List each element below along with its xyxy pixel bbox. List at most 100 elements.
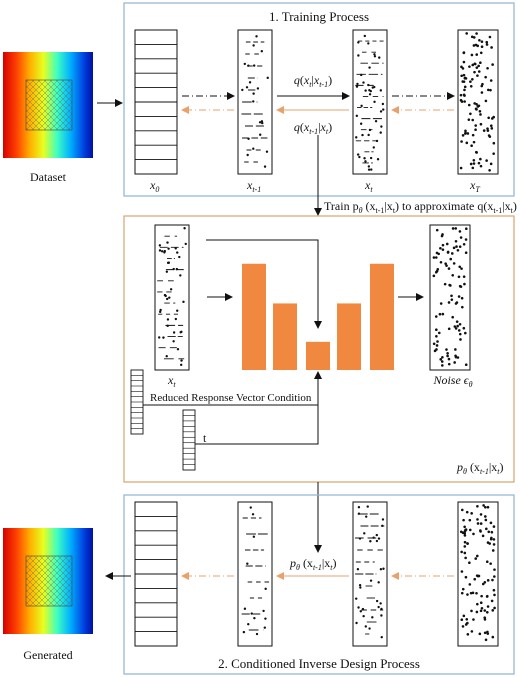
noise-dot (461, 587, 465, 591)
noise-dot (477, 64, 480, 68)
noise-dot (368, 66, 371, 69)
noise-dot (452, 262, 456, 265)
noise-dot (470, 53, 474, 57)
skip-connection-arrow (206, 239, 322, 329)
noise-dot (435, 334, 438, 338)
noise-dot (178, 255, 181, 259)
noise-dot (464, 363, 468, 367)
noise-dot (264, 617, 267, 620)
noise-dot (462, 614, 466, 618)
inference-step-label: pθ (xt-1|xt) (289, 556, 336, 572)
noise-dot (458, 265, 462, 269)
noise-dot (439, 246, 442, 250)
noise-dot (371, 616, 374, 619)
noise-dot (367, 133, 370, 137)
noise-dot (463, 545, 467, 548)
noise-dot (372, 536, 375, 539)
noise-dot (441, 364, 444, 367)
noise-dot (253, 616, 256, 620)
noise-dot (381, 524, 384, 528)
noise-dot (252, 44, 255, 47)
noise-dot (485, 43, 489, 46)
noise-dot (471, 166, 475, 170)
noise-dot (370, 168, 373, 171)
noise-dot (453, 361, 456, 364)
noise-dot (471, 78, 474, 81)
noise-dot (469, 162, 473, 166)
noise-dot (358, 155, 361, 159)
noise-dot (454, 302, 458, 305)
noise-dot (247, 623, 250, 626)
noise-dot (166, 241, 169, 244)
noise-dot (485, 610, 489, 614)
noise-dot (489, 537, 493, 541)
noise-dot (362, 81, 365, 84)
noise-dot (491, 63, 494, 66)
noise-dot (452, 246, 456, 250)
noise-dot (369, 540, 372, 543)
network-input-label: xt (167, 373, 176, 389)
noise-dot (488, 542, 491, 545)
noise-dot (490, 530, 494, 534)
noise-dot (489, 562, 492, 565)
noise-dot (255, 632, 259, 636)
noise-dot (460, 618, 464, 622)
t-arrow (195, 405, 319, 445)
noise-dot (456, 356, 460, 359)
noise-dot (460, 296, 464, 300)
noise-dot (462, 51, 466, 55)
training-process-frame (123, 2, 515, 197)
noise-dot (460, 550, 463, 554)
noise-dot (469, 112, 472, 116)
noise-dot (478, 109, 482, 113)
noise-dot (359, 610, 362, 613)
network-frame (123, 215, 515, 483)
noise-dot (180, 363, 183, 367)
noise-dot (158, 336, 161, 339)
noise-dot (382, 567, 385, 570)
noise-dot (457, 295, 461, 298)
noise-dot (475, 151, 478, 154)
noise-dot (489, 162, 493, 166)
noise-dot (378, 56, 381, 59)
noise-dot (476, 504, 479, 508)
noise-dot (479, 61, 482, 65)
noise-dot (479, 157, 482, 161)
noise-dot (474, 128, 477, 132)
noise-dot (454, 239, 458, 243)
noise-dot (441, 356, 444, 359)
noise-dot (440, 360, 444, 363)
noise-dot (160, 250, 164, 253)
noise-dot (247, 64, 250, 67)
noise-dot (488, 168, 491, 172)
noise-dot (455, 245, 458, 248)
noise-dot (163, 293, 167, 297)
noise-dot (259, 133, 262, 136)
noise-dot (493, 568, 496, 571)
noise-dot (492, 543, 496, 546)
noise-dot (484, 518, 488, 522)
noise-dot (450, 252, 454, 255)
noise-dot (252, 92, 255, 95)
xt-label: xt (364, 178, 373, 194)
noise-dot (467, 103, 471, 107)
noise-dot (258, 121, 262, 124)
noise-dot (454, 355, 458, 359)
noise-dot (169, 288, 173, 291)
noise-dot (479, 609, 483, 613)
noise-dot (487, 116, 490, 120)
noise-dot (255, 35, 258, 38)
noise-dot (357, 41, 360, 44)
noise-dot (479, 513, 483, 516)
noise-dot (256, 87, 260, 90)
noise-dot (479, 601, 483, 605)
noise-dot (375, 599, 379, 603)
noise-dot (484, 515, 487, 518)
noise-dot (454, 348, 457, 351)
noise-dot (488, 35, 492, 39)
noise-dot (471, 63, 475, 67)
noise-dot (466, 593, 469, 596)
noise-dot (463, 100, 466, 103)
noise-dot (453, 325, 457, 328)
noise-dot (243, 62, 247, 66)
